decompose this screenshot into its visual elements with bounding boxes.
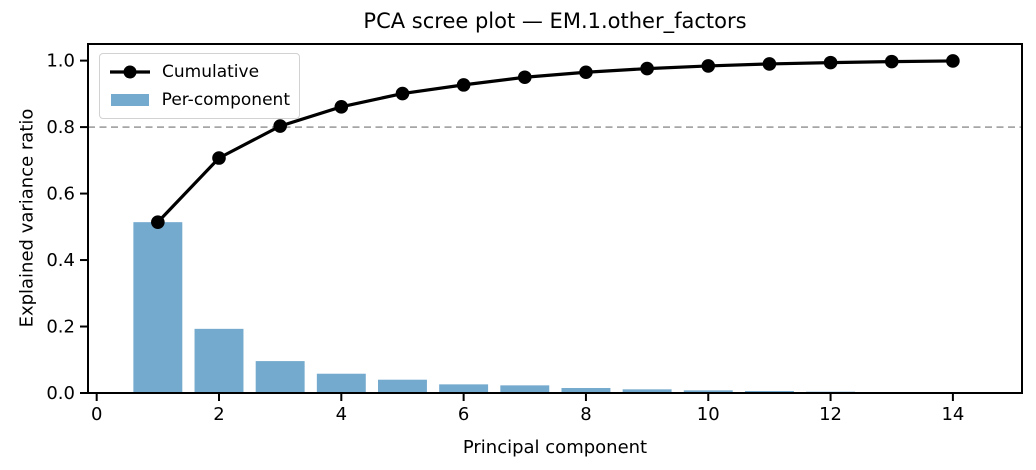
bar (316, 373, 366, 393)
cumulative-point (640, 61, 654, 76)
x-tick-label: 10 (697, 404, 720, 425)
legend-label-cumulative: Cumulative (162, 62, 260, 82)
bar (378, 379, 427, 393)
bar (255, 361, 305, 393)
x-tick-label: 6 (458, 404, 469, 425)
x-tick-label: 2 (213, 404, 224, 425)
cumulative-point (579, 65, 593, 80)
cumulative-point (517, 70, 532, 85)
y-tick-label: 0.8 (46, 117, 75, 138)
cumulative-point (151, 215, 165, 229)
bar (439, 384, 489, 393)
axes-spines (87, 43, 1023, 394)
legend-item-per-component: Per-component (108, 89, 290, 111)
per-component-swatch (111, 94, 149, 106)
bar (683, 390, 733, 393)
y-tick-label: 0.0 (46, 383, 75, 404)
cumulative-point (701, 59, 716, 73)
y-tick-label: 0.6 (46, 184, 75, 205)
y-tick-label: 0.2 (46, 317, 75, 338)
bar (133, 222, 183, 393)
x-tick-label: 8 (580, 404, 591, 425)
cumulative-line-swatch (110, 65, 150, 79)
cumulative-point (946, 54, 960, 68)
bar (622, 389, 672, 393)
y-axis-label: Explained variance ratio (16, 108, 38, 328)
legend: Cumulative Per-component (99, 53, 300, 119)
cumulative-point (884, 54, 899, 69)
x-tick-label: 14 (941, 404, 964, 425)
cumulative-point (823, 55, 838, 70)
cumulative-point (212, 151, 226, 165)
legend-item-cumulative: Cumulative (108, 61, 290, 83)
cumulative-point (762, 57, 777, 71)
cumulative-line (156, 59, 953, 224)
cumulative-point (334, 100, 349, 114)
bar (500, 385, 550, 393)
legend-label-per-component: Per-component (161, 90, 290, 110)
x-tick-label: 4 (336, 404, 347, 425)
bar (561, 388, 611, 393)
x-tick-label: 0 (91, 404, 102, 425)
y-tick-label: 1.0 (46, 51, 75, 72)
cumulative-point (456, 78, 471, 92)
cumulative-point (273, 119, 287, 133)
bar (194, 328, 244, 393)
cumulative-point (395, 86, 410, 101)
x-tick-label: 12 (819, 404, 842, 425)
chart-title: PCA scree plot — EM.1.other_factors (363, 9, 747, 33)
x-axis-label: Principal component (462, 437, 648, 458)
y-tick-label: 0.4 (46, 250, 75, 271)
